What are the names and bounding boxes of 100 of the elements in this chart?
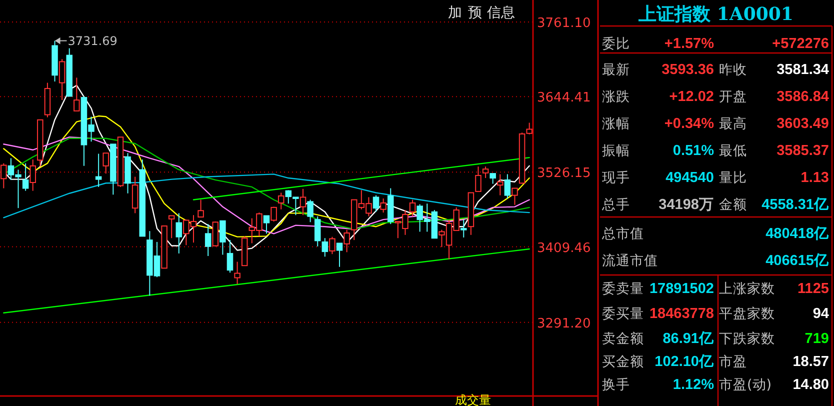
- text: 委卖量: [602, 281, 644, 297]
- candlestick: [22, 162, 29, 192]
- candlestick: [176, 212, 182, 254]
- candlestick: [475, 166, 482, 192]
- text: 最低: [719, 143, 747, 159]
- text: +1.57%: [664, 36, 714, 52]
- candlestick: [204, 224, 212, 257]
- text: 上证指数 1A0001: [638, 4, 794, 25]
- candlestick: [220, 220, 226, 256]
- text: 上涨家数: [719, 281, 775, 297]
- text: 下跌家数: [719, 331, 775, 347]
- text: 406615亿: [766, 253, 829, 269]
- candlestick: [372, 194, 380, 212]
- line-series: [3, 115, 530, 238]
- text: 3603.49: [776, 116, 829, 132]
- text: 最高: [719, 116, 747, 132]
- candlestick: [58, 58, 66, 101]
- text: 34198万: [658, 197, 714, 213]
- candlestick: [336, 242, 343, 268]
- annotation: 信息: [487, 5, 515, 21]
- text: 金额: [719, 197, 747, 213]
- text: 1125: [798, 281, 829, 297]
- text: 494540: [666, 170, 714, 186]
- annotation: 加: [448, 5, 462, 21]
- candlestick: [490, 173, 496, 184]
- line-series: [3, 174, 530, 218]
- text: 18.57: [792, 354, 829, 370]
- text: 卖金额: [602, 331, 644, 347]
- text: 总市值: [602, 226, 644, 242]
- candlestick: [344, 229, 350, 253]
- text: 3585.37: [776, 143, 829, 159]
- candlestick: [329, 236, 336, 255]
- text: 总手: [602, 197, 630, 213]
- candlestick: [0, 162, 7, 189]
- candlestick: [270, 206, 277, 222]
- text: 委买量: [602, 306, 644, 322]
- candlestick: [102, 152, 109, 174]
- candlestick: [497, 174, 504, 196]
- text: 开盘: [719, 89, 747, 105]
- text: 昨收: [719, 62, 747, 78]
- text: 18463778: [649, 306, 714, 322]
- annotation: 预: [468, 5, 482, 21]
- candlestick: [95, 153, 102, 188]
- text: 17891502: [649, 281, 714, 297]
- y-tick-label: 3409.46: [537, 240, 591, 256]
- text: 涨幅: [602, 116, 630, 132]
- y-tick-label: 3761.10: [537, 16, 591, 31]
- candlestick: [482, 166, 489, 179]
- candlestick: [132, 176, 138, 214]
- text: 3586.84: [776, 89, 829, 105]
- candlestick: [300, 188, 306, 216]
- text: 市盈: [719, 354, 747, 370]
- text: 委比: [602, 36, 630, 52]
- candlestick: [460, 219, 467, 238]
- candlestick: [314, 216, 321, 247]
- text: 1.13: [800, 170, 829, 186]
- candlestick: [322, 238, 328, 258]
- candlestick: [226, 240, 234, 274]
- candlestick: [278, 192, 284, 210]
- candlestick: [30, 158, 36, 192]
- candlestick: [512, 188, 518, 206]
- annotation: 成交量: [455, 393, 491, 406]
- annotation: 3731.69: [68, 34, 118, 48]
- text: 平盘家数: [719, 306, 775, 322]
- candlestick: [198, 199, 204, 218]
- text: 现手: [602, 170, 630, 186]
- text: 最新: [602, 62, 630, 78]
- text: 换手: [602, 377, 630, 393]
- text: +12.02: [669, 89, 714, 105]
- text: 480418亿: [766, 226, 829, 242]
- text: 涨跌: [602, 89, 630, 105]
- text: 流通市值: [602, 253, 658, 269]
- candlestick: [74, 77, 80, 112]
- candlestick: [307, 199, 314, 223]
- candlestick: [263, 215, 270, 234]
- text: 1.12%: [672, 377, 714, 393]
- text: 量比: [719, 170, 747, 186]
- text: 买金额: [602, 354, 644, 370]
- candlestick: [409, 199, 416, 217]
- text: 振幅: [602, 143, 630, 159]
- text: 102.10亿: [654, 354, 714, 370]
- candlestick: [168, 215, 175, 239]
- y-tick-label: 3644.41: [537, 90, 591, 106]
- text: +572276: [772, 36, 829, 52]
- text: 市盈(动): [719, 377, 772, 393]
- text: 4558.31亿: [762, 197, 829, 213]
- text: 3581.34: [776, 62, 829, 78]
- text: 14.80: [792, 377, 829, 393]
- candlestick: [504, 174, 511, 199]
- text: 86.91亿: [662, 331, 714, 347]
- text: +0.34%: [664, 116, 714, 132]
- candlestick: [234, 261, 240, 285]
- candlestick: [380, 198, 386, 214]
- text: 719: [804, 331, 829, 347]
- y-tick-label: 3291.20: [537, 316, 591, 332]
- y-tick-label: 3526.15: [537, 166, 591, 182]
- text: 94: [812, 306, 829, 322]
- text: 0.51%: [672, 143, 714, 159]
- candlestick: [212, 220, 219, 247]
- text: 3593.36: [662, 62, 714, 78]
